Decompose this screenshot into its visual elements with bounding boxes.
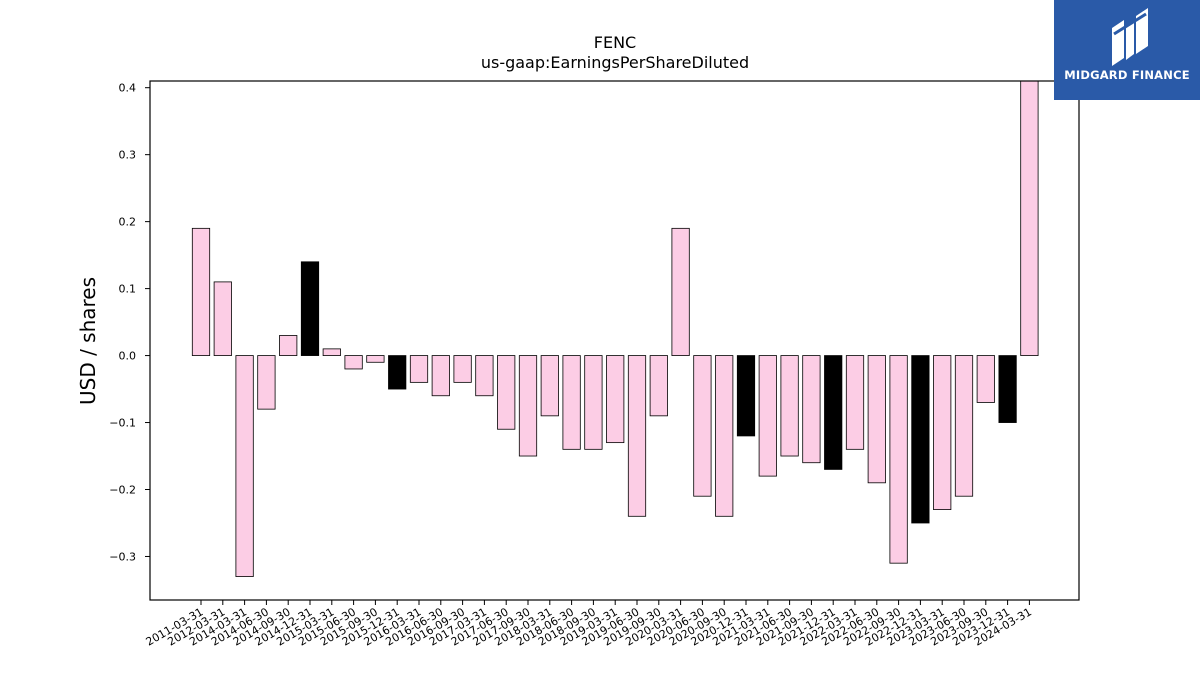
bar-2014-06-30 (257, 355, 276, 410)
bar-2022-12-31 (911, 355, 930, 524)
bar-2021-09-30 (802, 355, 821, 464)
y-tick-label: 0.2 (119, 216, 137, 229)
bar-2019-09-30 (649, 355, 668, 417)
y-tick-label: 0.4 (119, 82, 137, 95)
chart-title: FENC (594, 33, 636, 52)
chart-subtitle: us-gaap:EarningsPerShareDiluted (481, 53, 749, 72)
bar-2023-12-31 (998, 355, 1017, 423)
y-tick-label: 0.3 (119, 149, 137, 162)
bar-2012-03-31 (213, 281, 232, 356)
bar-2020-12-31 (736, 355, 756, 437)
bar-2014-12-31 (300, 261, 320, 356)
bar-2021-06-30 (780, 355, 799, 457)
bar-2023-09-30 (976, 355, 995, 403)
brand-logo: MIDGARD FINANCE (1054, 0, 1200, 100)
brand-name: MIDGARD FINANCE (1064, 68, 1190, 82)
bar-2019-03-31 (606, 355, 625, 444)
bar-2021-12-31 (824, 355, 843, 470)
y-tick-label: −0.3 (109, 550, 136, 563)
bar-2021-03-31 (758, 355, 777, 477)
bar-2020-06-30 (693, 355, 712, 497)
y-tick-label: 0.0 (119, 350, 137, 363)
bar-2018-09-30 (584, 355, 603, 450)
midgard-m-icon (1112, 8, 1148, 66)
bar-2014-09-30 (279, 335, 298, 356)
bar-2023-06-30 (954, 355, 974, 497)
bar-2017-09-30 (518, 355, 538, 457)
bars-group (191, 80, 1039, 577)
y-tick-label: −0.2 (109, 484, 136, 497)
bar-2020-03-31 (671, 227, 690, 356)
bar-2020-09-30 (715, 355, 734, 517)
bar-2024-03-31 (1020, 80, 1039, 356)
y-ticks-group: −0.3 −0.2 −0.1 0.0 0.1 0.2 0.3 0.4 (109, 82, 150, 563)
x-ticks-group: 2011-03-312012-03-312014-03-312014-06-30… (144, 600, 1034, 649)
bar-2015-03-31 (322, 348, 341, 356)
y-axis-label: USD / shares (76, 277, 100, 405)
bar-2022-03-31 (845, 355, 865, 450)
y-tick-label: −0.1 (109, 417, 136, 430)
bar-2022-09-30 (889, 355, 908, 564)
plot-frame (149, 80, 1080, 601)
bar-2015-12-31 (388, 355, 407, 390)
bar-2014-03-31 (235, 355, 254, 577)
bar-2016-06-30 (431, 355, 450, 397)
bar-2016-03-31 (409, 355, 429, 383)
bar-2022-06-30 (867, 355, 886, 484)
bar-2018-06-30 (562, 355, 581, 450)
bar-2017-03-31 (475, 355, 494, 397)
bar-2015-06-30 (344, 355, 363, 370)
bar-2011-03-31 (191, 227, 211, 356)
bar-2017-06-30 (497, 355, 516, 430)
bar-2019-06-30 (627, 355, 647, 517)
y-tick-label: 0.1 (119, 283, 137, 296)
bar-2023-03-31 (933, 355, 952, 511)
bar-2016-09-30 (453, 355, 472, 383)
bar-2015-09-30 (366, 355, 385, 363)
bar-2018-03-31 (540, 355, 559, 417)
